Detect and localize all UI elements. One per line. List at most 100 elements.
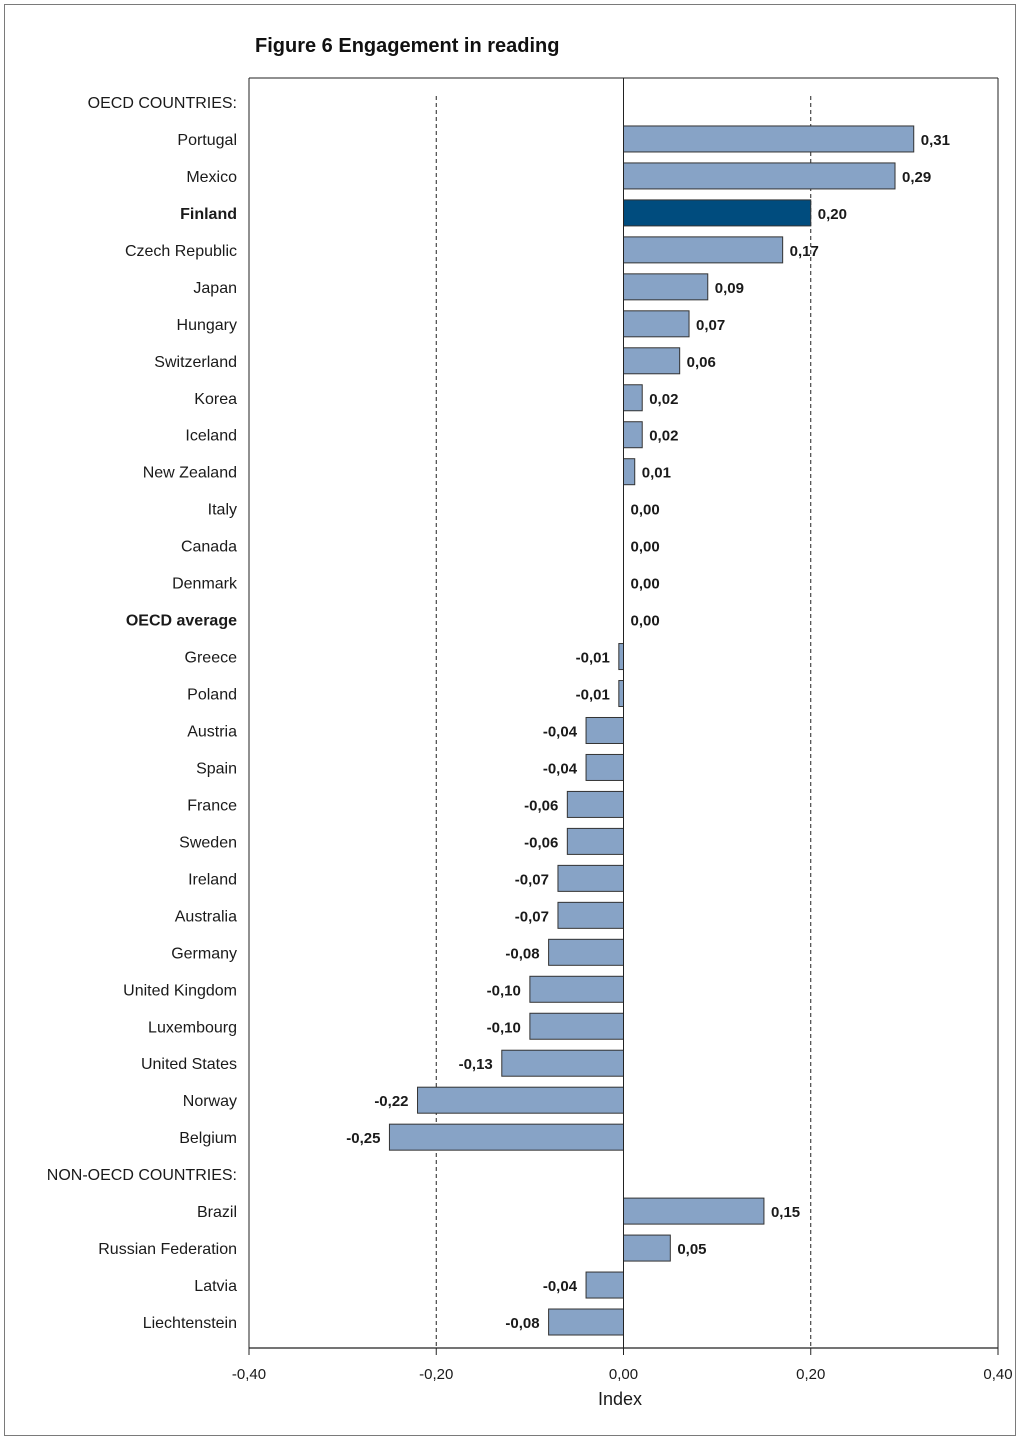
category-label: Brazil: [197, 1204, 237, 1221]
bar: [623, 1234, 671, 1262]
bar: [623, 310, 690, 338]
category-label: Latvia: [194, 1278, 237, 1295]
category-label: Ireland: [188, 871, 237, 888]
value-label: 0,20: [818, 206, 847, 223]
value-label: 0,17: [790, 243, 819, 260]
bars: [388, 125, 915, 1336]
bar: [548, 938, 624, 966]
category-label: Sweden: [179, 834, 237, 851]
value-label: 0,09: [715, 280, 744, 297]
x-tick-label: 0,40: [983, 1366, 1012, 1383]
x-tick-label: 0,00: [609, 1366, 638, 1383]
category-label: Finland: [180, 206, 237, 223]
value-label: -0,04: [543, 723, 578, 740]
bar: [623, 421, 643, 449]
category-label: Italy: [208, 502, 237, 519]
category-label: Poland: [187, 687, 237, 704]
category-label: Luxembourg: [148, 1019, 237, 1036]
bar: [529, 975, 624, 1003]
value-label: -0,10: [487, 982, 521, 999]
category-label: Japan: [193, 280, 237, 297]
category-label: Belgium: [179, 1130, 237, 1147]
category-label: Iceland: [185, 428, 237, 445]
value-label: -0,04: [543, 760, 578, 777]
value-label: 0,00: [631, 539, 660, 556]
category-label: Portugal: [177, 132, 237, 149]
bar: [623, 273, 709, 301]
bar: [623, 125, 915, 153]
value-label: 0,15: [771, 1204, 800, 1221]
value-label: -0,22: [374, 1093, 408, 1110]
bar: [585, 716, 624, 744]
bar: [618, 680, 624, 708]
value-label: 0,00: [631, 613, 660, 630]
category-label: France: [187, 797, 237, 814]
bar: [623, 1197, 765, 1225]
value-label: -0,25: [346, 1130, 380, 1147]
value-label: -0,07: [515, 871, 549, 888]
bar: [501, 1049, 625, 1077]
figure-frame: Figure 6 Engagement in reading: [4, 4, 1016, 1436]
value-label: 0,01: [642, 465, 671, 482]
bar: [623, 199, 812, 227]
category-label: Denmark: [172, 576, 238, 593]
bar: [417, 1086, 624, 1114]
value-label: 0,00: [631, 502, 660, 519]
bar: [557, 901, 625, 929]
bar: [566, 790, 625, 818]
value-label: -0,01: [576, 687, 610, 704]
value-label: -0,08: [505, 1315, 539, 1332]
category-label: Switzerland: [154, 354, 237, 371]
bar: [388, 1123, 624, 1151]
value-label: -0,10: [487, 1019, 521, 1036]
value-label: 0,00: [631, 576, 660, 593]
value-label: -0,07: [515, 908, 549, 925]
category-label: Czech Republic: [125, 243, 237, 260]
bar: [618, 643, 624, 671]
x-tick-label: -0,20: [419, 1366, 453, 1383]
bar: [566, 827, 625, 855]
value-label: 0,29: [902, 169, 931, 186]
bar: [623, 458, 636, 486]
value-label: 0,07: [696, 317, 725, 334]
section-header-label: OECD COUNTRIES:: [88, 95, 237, 112]
category-label: Australia: [175, 908, 237, 925]
category-label: Hungary: [177, 317, 237, 334]
value-label: 0,02: [649, 428, 678, 445]
bar: [585, 1271, 624, 1299]
category-label: New Zealand: [143, 465, 237, 482]
x-tick-label: -0,40: [232, 1366, 266, 1383]
axes: -0,40 -0,20 0,00 0,20 0,40: [232, 77, 1013, 1383]
value-label: 0,06: [687, 354, 716, 371]
bar: [623, 384, 643, 412]
bar: [623, 162, 896, 190]
value-label: 0,02: [649, 391, 678, 408]
value-label: -0,08: [505, 945, 539, 962]
category-label: Spain: [196, 760, 237, 777]
category-labels: OECD COUNTRIES: Portugal Mexico Finland Czec…: [47, 95, 238, 1332]
value-label: -0,13: [459, 1056, 493, 1073]
category-label: United Kingdom: [123, 982, 237, 999]
value-label: 0,05: [677, 1241, 706, 1258]
value-label: 0,31: [921, 132, 950, 149]
value-label: -0,01: [576, 650, 610, 667]
bar: [585, 753, 624, 781]
value-label: -0,06: [524, 797, 558, 814]
category-label: Korea: [194, 391, 237, 408]
category-label: Russian Federation: [98, 1241, 237, 1258]
category-label: OECD average: [126, 613, 237, 630]
category-label: Canada: [181, 539, 237, 556]
bar: [557, 864, 625, 892]
category-label: Mexico: [186, 169, 237, 186]
bar: [529, 1012, 624, 1040]
bar: [623, 236, 784, 264]
bar: [623, 347, 681, 375]
category-label: Norway: [183, 1093, 237, 1110]
x-axis-label: Index: [598, 1389, 642, 1409]
value-label: -0,04: [543, 1278, 578, 1295]
value-labels: 0,31 0,29 0,20 0,17 0,09 0,07 0,06 0,02 0,02 0,01…: [346, 132, 950, 1332]
category-label: Germany: [171, 945, 237, 962]
category-label: United States: [141, 1056, 237, 1073]
category-label: Liechtenstein: [143, 1315, 237, 1332]
